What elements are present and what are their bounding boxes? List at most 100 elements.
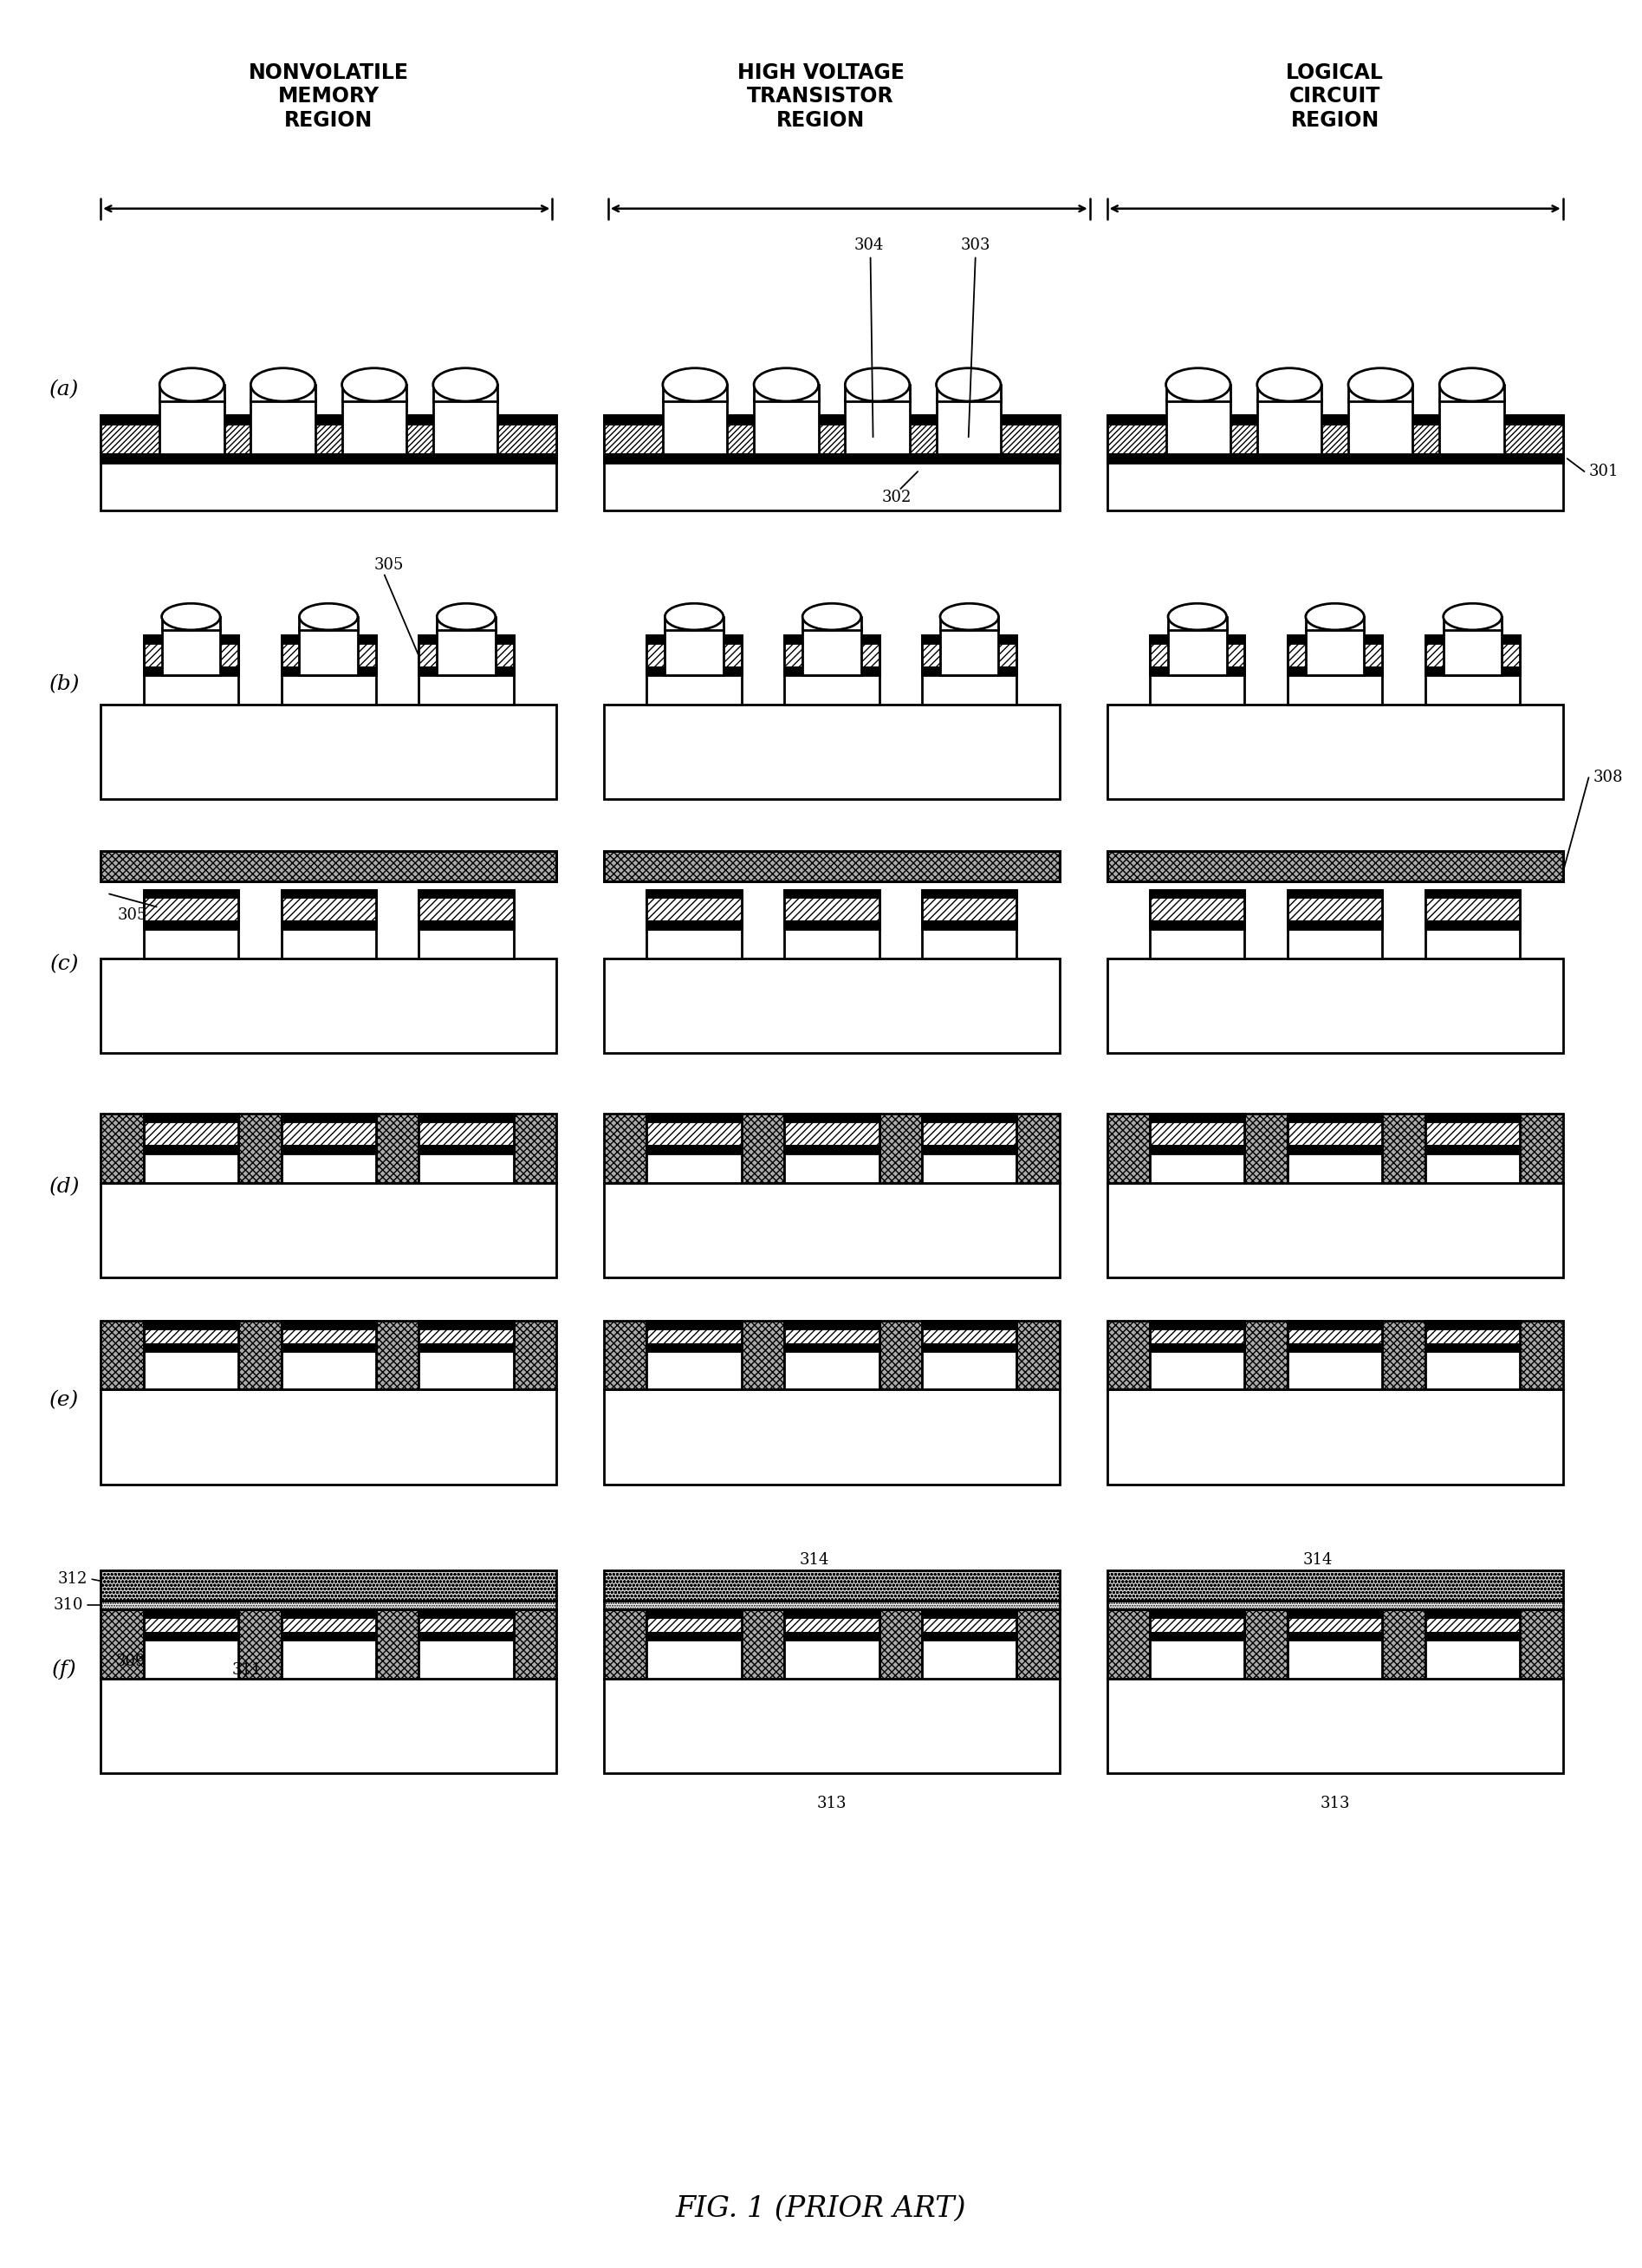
Bar: [1425, 644, 1520, 667]
Bar: [1149, 1633, 1245, 1640]
Bar: [1287, 1329, 1383, 1345]
Bar: [437, 617, 496, 631]
Text: 309: 309: [117, 1653, 146, 1669]
Bar: [1425, 889, 1520, 898]
Text: HIGH VOLTAGE
TRANSISTOR
REGION: HIGH VOLTAGE TRANSISTOR REGION: [737, 61, 905, 132]
Bar: [663, 386, 727, 401]
Bar: [1149, 898, 1245, 921]
Bar: [281, 667, 376, 676]
Bar: [281, 1617, 376, 1633]
Bar: [604, 1390, 1059, 1486]
Ellipse shape: [665, 603, 724, 631]
Bar: [647, 1633, 742, 1640]
Bar: [419, 1345, 514, 1352]
Bar: [647, 1145, 742, 1154]
Bar: [419, 1320, 514, 1390]
Text: 303: 303: [961, 238, 990, 254]
Bar: [785, 1617, 878, 1633]
Bar: [1287, 898, 1383, 921]
Bar: [251, 399, 315, 454]
Bar: [143, 889, 238, 959]
Bar: [1107, 1320, 1149, 1390]
Bar: [1107, 850, 1563, 880]
Bar: [143, 644, 238, 667]
Bar: [342, 399, 407, 454]
Ellipse shape: [1167, 603, 1227, 631]
Bar: [878, 1114, 923, 1182]
Text: 305a: 305a: [118, 907, 158, 923]
Bar: [936, 386, 1000, 401]
Bar: [604, 850, 1059, 880]
Bar: [281, 1120, 376, 1145]
Bar: [419, 1145, 514, 1154]
Bar: [419, 1610, 514, 1617]
Bar: [1520, 1114, 1563, 1182]
Bar: [923, 1610, 1016, 1678]
Bar: [1245, 1320, 1287, 1390]
Bar: [923, 898, 1016, 921]
Bar: [1425, 1617, 1520, 1633]
Bar: [785, 1329, 878, 1345]
Bar: [742, 1610, 785, 1678]
Bar: [161, 628, 220, 676]
Bar: [1166, 386, 1230, 401]
Bar: [1287, 1610, 1383, 1678]
Bar: [1149, 1617, 1245, 1633]
Bar: [1440, 399, 1504, 454]
Bar: [604, 1572, 1059, 1601]
Ellipse shape: [941, 603, 998, 631]
Bar: [647, 1610, 742, 1617]
Ellipse shape: [433, 367, 498, 401]
Bar: [159, 399, 223, 454]
Bar: [1425, 635, 1520, 705]
Bar: [281, 1610, 376, 1678]
Bar: [1425, 1610, 1520, 1617]
Bar: [923, 1617, 1016, 1633]
Bar: [376, 1114, 419, 1182]
Bar: [1149, 1320, 1245, 1329]
Bar: [1149, 1345, 1245, 1352]
Ellipse shape: [1258, 367, 1322, 401]
Bar: [1107, 705, 1563, 798]
Bar: [785, 1120, 878, 1145]
Bar: [604, 1610, 647, 1678]
Bar: [1425, 921, 1520, 930]
Bar: [100, 415, 557, 510]
Bar: [419, 1617, 514, 1633]
Bar: [419, 1610, 514, 1678]
Bar: [604, 454, 1059, 463]
Ellipse shape: [251, 367, 315, 401]
Bar: [1149, 1610, 1245, 1617]
Bar: [100, 850, 557, 880]
Bar: [1287, 889, 1383, 959]
Bar: [143, 1120, 238, 1145]
Bar: [1287, 1120, 1383, 1145]
Bar: [785, 1320, 878, 1390]
Bar: [1149, 635, 1245, 644]
Bar: [1287, 635, 1383, 644]
Bar: [647, 889, 742, 898]
Bar: [1107, 959, 1563, 1052]
Bar: [433, 386, 498, 401]
Bar: [923, 1120, 1016, 1145]
Bar: [1149, 921, 1245, 930]
Bar: [1107, 415, 1563, 510]
Bar: [1245, 1610, 1287, 1678]
Bar: [754, 399, 818, 454]
Bar: [238, 1610, 281, 1678]
Ellipse shape: [936, 367, 1000, 401]
Bar: [419, 1114, 514, 1120]
Bar: [419, 898, 514, 921]
Ellipse shape: [754, 367, 818, 401]
Bar: [1287, 1114, 1383, 1182]
Text: 314: 314: [1302, 1554, 1333, 1567]
Bar: [1287, 667, 1383, 676]
Bar: [376, 1610, 419, 1678]
Bar: [647, 635, 742, 644]
Bar: [604, 705, 1059, 798]
Bar: [647, 1114, 742, 1120]
Bar: [1107, 454, 1563, 463]
Ellipse shape: [803, 603, 860, 631]
Text: 302: 302: [882, 490, 911, 506]
Bar: [1383, 1320, 1425, 1390]
